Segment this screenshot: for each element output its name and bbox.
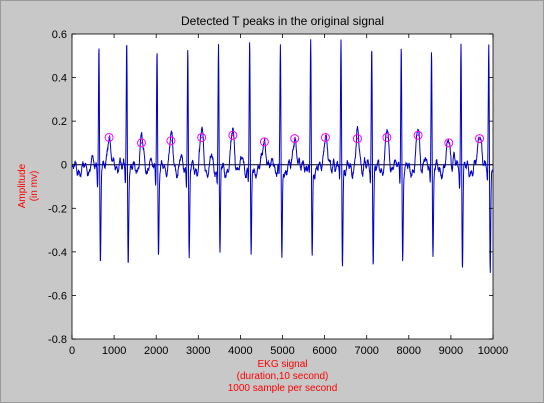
- t-peak-marker: [166, 136, 176, 146]
- t-peak-marker: [259, 137, 269, 147]
- t-peak-marker: [352, 134, 362, 144]
- y-axis-label-units: (in mv): [29, 171, 40, 202]
- x-axis-label-duration: (duration,10 second): [237, 371, 329, 382]
- t-peak-marker: [290, 134, 300, 144]
- t-peak-marker-center: [447, 142, 450, 144]
- x-tick-label: 3000: [186, 345, 210, 357]
- x-tick-label: 7000: [354, 345, 378, 357]
- x-tick-label: 2000: [144, 345, 168, 357]
- plot-content: 0 1000 2000 3000 4000 5000 6000 7000 8000 9000 100…: [48, 29, 508, 357]
- x-tick-label: 9000: [439, 345, 463, 357]
- x-tick-label: 8000: [397, 345, 421, 357]
- x-tick-label: 1000: [102, 345, 126, 357]
- t-peak-marker: [136, 138, 146, 148]
- t-peak-marker: [228, 130, 238, 140]
- t-peak-marker-center: [200, 136, 203, 139]
- y-tick-label: 0: [61, 160, 67, 172]
- x-tick-label: 5000: [270, 345, 294, 357]
- x-axis-label-rate: 1000 sample per second: [228, 383, 338, 394]
- y-tick-label: 0.4: [52, 73, 67, 85]
- t-peak-marker: [382, 132, 392, 142]
- t-peak-marker: [475, 134, 485, 144]
- y-tick-label: -0.6: [48, 290, 67, 302]
- y-tick-label: 0.2: [52, 116, 67, 128]
- t-peak-marker-center: [170, 139, 172, 142]
- t-peak-marker-center: [356, 137, 359, 140]
- t-peak-marker-center: [263, 140, 266, 143]
- t-peak-marker: [197, 132, 207, 142]
- x-tick-label: 6000: [312, 345, 336, 357]
- y-axis-label: Amplitude: [17, 163, 28, 208]
- t-peak-marker: [444, 138, 454, 148]
- t-peak-marker-center: [140, 142, 143, 144]
- y-tick-label: -0.4: [48, 247, 67, 259]
- t-peak-marker-center: [231, 134, 234, 137]
- t-peak-marker-center: [386, 136, 388, 139]
- y-tick-label: -0.8: [48, 334, 67, 346]
- chart-title: Detected T peaks in the original signal: [181, 14, 384, 28]
- t-peak-marker-center: [293, 137, 296, 140]
- y-tick-label: -0.2: [48, 203, 67, 215]
- t-peak-marker-center: [478, 137, 481, 140]
- t-peak-marker-center: [417, 134, 419, 137]
- t-peak-marker-center: [108, 136, 110, 139]
- x-axis-label: EKG signal: [257, 359, 307, 370]
- t-peak-marker-center: [324, 136, 327, 139]
- t-peak-marker: [413, 130, 423, 140]
- x-tick-label: 4000: [228, 345, 252, 357]
- t-peak-marker: [104, 132, 114, 142]
- x-tick-label: 0: [69, 345, 75, 357]
- y-tick-label: 0.6: [52, 29, 67, 41]
- x-tick-label: 10000: [478, 345, 509, 357]
- t-peak-marker: [320, 132, 330, 142]
